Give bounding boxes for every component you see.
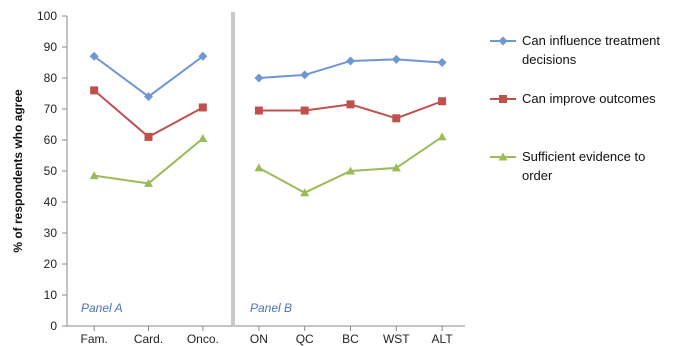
x-tick-label: ON <box>250 332 268 346</box>
data-point <box>346 100 355 109</box>
y-tick-label: 70 <box>44 102 58 116</box>
data-point <box>144 92 153 102</box>
data-point <box>391 163 401 172</box>
data-point <box>437 58 447 67</box>
x-tick-label: ALT <box>432 332 454 346</box>
panel-label: Panel B <box>250 301 292 315</box>
data-point <box>198 51 208 61</box>
legend: Can influence treatment decisions Can impr… <box>490 33 660 183</box>
y-axis-label: % of respondents who agree <box>11 89 25 253</box>
legend-item: Can influence treatment decisions <box>490 33 660 67</box>
legend-label: decisions <box>522 52 577 67</box>
y-tick-labels: 0 10 20 30 40 50 60 70 80 90 100 <box>37 9 67 333</box>
panel-a: Fam. Card. Onco. Panel A <box>80 51 219 346</box>
legend-swatch-marker <box>498 36 508 46</box>
data-point <box>300 70 310 80</box>
y-tick-label: 20 <box>44 257 58 271</box>
legend-label: Can influence treatment <box>522 33 660 48</box>
data-point <box>254 106 263 115</box>
data-point <box>438 97 447 106</box>
panel-b: ON QC BC WST ALT Panel B <box>250 54 454 346</box>
series-line <box>258 136 443 194</box>
y-tick-label: 40 <box>44 195 58 209</box>
panel-separator <box>231 12 235 326</box>
legend-label: Can improve outcomes <box>522 91 656 106</box>
data-point <box>89 171 99 180</box>
data-point <box>144 132 153 141</box>
panel-label: Panel A <box>81 301 123 315</box>
data-point <box>392 114 401 123</box>
y-tick-label: 0 <box>50 319 57 333</box>
y-tick-label: 60 <box>44 133 58 147</box>
data-point <box>437 132 447 141</box>
legend-swatch-marker <box>499 95 507 103</box>
x-tick-label: Card. <box>134 332 163 346</box>
data-point <box>346 56 355 66</box>
data-point <box>391 54 401 64</box>
data-point <box>198 103 207 112</box>
data-point <box>300 188 310 197</box>
data-point <box>346 166 355 175</box>
data-point <box>198 133 208 142</box>
data-point <box>144 178 153 187</box>
panels: Fam. Card. Onco. Panel A ON QC BC WST ALT Panel B <box>80 51 454 346</box>
series-line <box>93 55 204 98</box>
data-point <box>300 106 309 115</box>
data-point <box>254 73 264 83</box>
x-tick-label: BC <box>342 332 359 346</box>
series-line <box>94 137 204 185</box>
data-point <box>89 51 99 61</box>
y-tick-label: 30 <box>44 226 58 240</box>
legend-label: order <box>522 168 553 183</box>
x-tick-label: WST <box>383 332 410 346</box>
y-tick-label: 90 <box>44 40 58 54</box>
data-point <box>90 86 99 95</box>
legend-item: Can improve outcomes <box>490 91 656 106</box>
y-tick-label: 10 <box>44 288 58 302</box>
x-tick-label: Onco. <box>187 332 219 346</box>
legend-item: Sufficient evidence to order <box>490 149 645 183</box>
x-tick-label: Fam. <box>80 332 107 346</box>
data-point <box>254 163 264 172</box>
y-tick-label: 50 <box>44 164 58 178</box>
legend-label: Sufficient evidence to <box>522 149 645 164</box>
x-tick-label: QC <box>296 332 314 346</box>
legend-swatch-marker <box>498 152 508 161</box>
y-tick-label: 80 <box>44 71 58 85</box>
y-tick-label: 100 <box>37 9 57 23</box>
